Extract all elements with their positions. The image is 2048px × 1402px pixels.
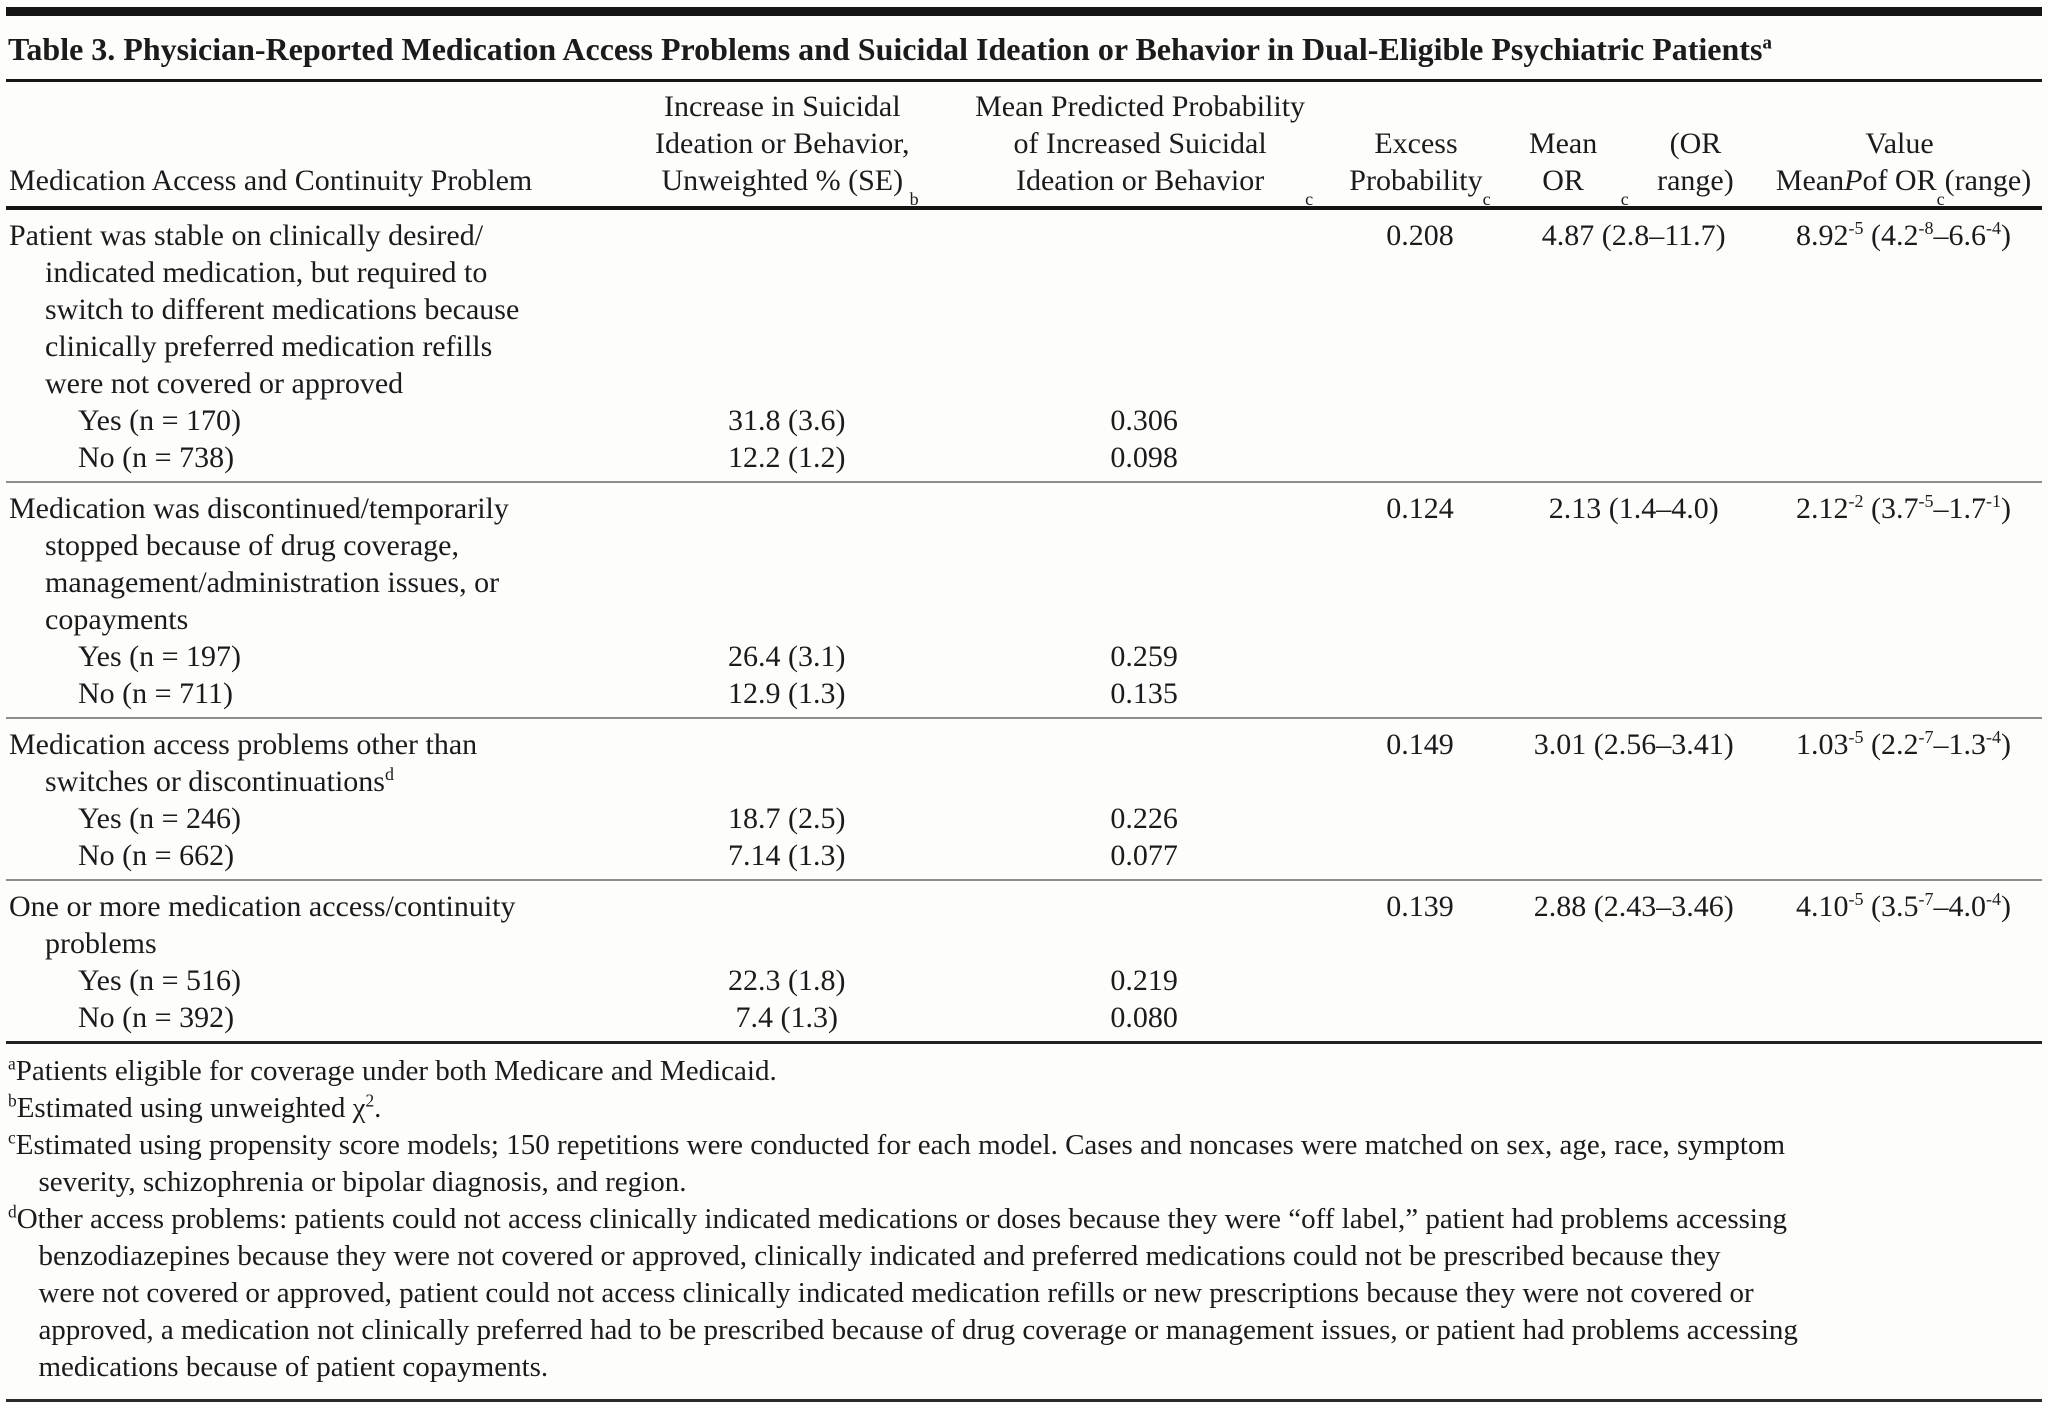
row-label: Yes (n = 516)	[78, 964, 242, 997]
table-group-other-access: Medication access problems other than swi…	[6, 719, 2042, 881]
unweighted-value: 12.9 (1.3)	[728, 677, 846, 710]
unweighted-value: 7.4 (1.3)	[735, 1001, 839, 1034]
group-label: Medication access problems other than swi…	[9, 728, 478, 798]
mean-or-value: 2.13 (1.4–4.0)	[1548, 492, 1719, 525]
column-header-mean-or: Mean OR c (OR range)	[1528, 127, 1734, 209]
mean-p-value: 4.10-5 (3.5-7–4.0-4)	[1796, 889, 2011, 923]
predicted-probability-value: 0.226	[1110, 802, 1178, 835]
unweighted-value: 26.4 (3.1)	[728, 640, 846, 673]
group-label: Medication was discontinued/temporarily s…	[9, 492, 509, 636]
mean-or-value: 3.01 (2.56–3.41)	[1533, 728, 1734, 761]
predicted-probability-value: 0.306	[1110, 404, 1178, 437]
unweighted-value: 31.8 (3.6)	[728, 404, 846, 437]
mean-or-value: 4.87 (2.8–11.7)	[1541, 219, 1726, 252]
row-label: No (n = 738)	[78, 441, 235, 474]
footnote-d: dOther access problems: patients could n…	[8, 1201, 1798, 1383]
table-row-yes: Yes (n = 246) 18.7 (2.5) 0.226	[6, 800, 2042, 837]
table-row-no: No (n = 662) 7.14 (1.3) 0.077	[6, 837, 2042, 874]
excess-probability-value: 0.208	[1386, 219, 1454, 252]
unweighted-value: 22.3 (1.8)	[728, 964, 846, 997]
predicted-probability-value: 0.219	[1110, 964, 1178, 997]
group-label: Patient was stable on clinically desired…	[9, 219, 520, 400]
top-rule	[6, 7, 2042, 16]
mean-p-value: 2.12-2 (3.7-5–1.7-1)	[1796, 491, 2011, 525]
table-row-yes: Yes (n = 170) 31.8 (3.6) 0.306	[6, 402, 2042, 439]
predicted-probability-value: 0.259	[1110, 640, 1178, 673]
column-header-excess: Excess Probability c	[1349, 127, 1491, 209]
table-footnotes: aPatients eligible for coverage under bo…	[6, 1044, 2042, 1394]
excess-probability-value: 0.149	[1386, 728, 1454, 761]
table-row-no: No (n = 392) 7.4 (1.3) 0.080	[6, 999, 2042, 1036]
excess-probability-value: 0.139	[1386, 890, 1454, 923]
table-title: Table 3. Physician-Reported Medication A…	[6, 16, 2042, 82]
predicted-probability-value: 0.098	[1110, 441, 1178, 474]
column-header-problem: Medication Access and Continuity Problem	[9, 164, 533, 197]
row-label: Yes (n = 197)	[78, 640, 242, 673]
table-row-no: No (n = 738) 12.2 (1.2) 0.098	[6, 439, 2042, 476]
group-header-row: Medication access problems other than swi…	[6, 726, 2042, 800]
table-group-switch: Patient was stable on clinically desired…	[6, 210, 2042, 483]
table-header-row: Medication Access and Continuity Problem…	[6, 82, 2042, 210]
table-group-one-or-more: One or more medication access/continuity…	[6, 881, 2042, 1044]
footnote-a: aPatients eligible for coverage under bo…	[8, 1053, 777, 1087]
column-header-predicted: Mean Predicted Probability of Increased S…	[975, 90, 1314, 209]
excess-probability-value: 0.124	[1386, 492, 1454, 525]
column-header-mean-p: Mean P Value of OR c (range)	[1775, 127, 2032, 209]
unweighted-value: 18.7 (2.5)	[728, 802, 846, 835]
footnote-c: cEstimated using propensity score models…	[8, 1127, 1786, 1198]
row-label: No (n = 711)	[78, 677, 233, 710]
row-label: No (n = 662)	[78, 839, 235, 872]
table-row-yes: Yes (n = 516) 22.3 (1.8) 0.219	[6, 962, 2042, 999]
unweighted-value: 12.2 (1.2)	[728, 441, 846, 474]
column-header-unweighted: Increase in Suicidal Ideation or Behavior…	[655, 90, 919, 209]
group-header-row: Medication was discontinued/temporarily s…	[6, 490, 2042, 638]
group-header-row: Patient was stable on clinically desired…	[6, 217, 2042, 402]
table-row-yes: Yes (n = 197) 26.4 (3.1) 0.259	[6, 638, 2042, 675]
group-header-row: One or more medication access/continuity…	[6, 888, 2042, 962]
table-row-no: No (n = 711) 12.9 (1.3) 0.135	[6, 675, 2042, 712]
mean-or-value: 2.88 (2.43–3.46)	[1533, 890, 1734, 923]
predicted-probability-value: 0.135	[1110, 677, 1178, 710]
group-label: One or more medication access/continuity…	[9, 890, 516, 960]
mean-p-value: 8.92-5 (4.2-8–6.6-4)	[1796, 218, 2011, 252]
footnote-b: bEstimated using unweighted χ2.	[8, 1090, 382, 1124]
table-page: Table 3. Physician-Reported Medication A…	[0, 7, 2048, 1402]
predicted-probability-value: 0.077	[1110, 839, 1178, 872]
row-label: Yes (n = 246)	[78, 802, 242, 835]
mean-p-value: 1.03-5 (2.2-7–1.3-4)	[1796, 727, 2011, 761]
table-group-discontinued: Medication was discontinued/temporarily s…	[6, 483, 2042, 719]
row-label: Yes (n = 170)	[78, 404, 242, 437]
unweighted-value: 7.14 (1.3)	[728, 839, 846, 872]
predicted-probability-value: 0.080	[1110, 1001, 1178, 1034]
row-label: No (n = 392)	[78, 1001, 235, 1034]
